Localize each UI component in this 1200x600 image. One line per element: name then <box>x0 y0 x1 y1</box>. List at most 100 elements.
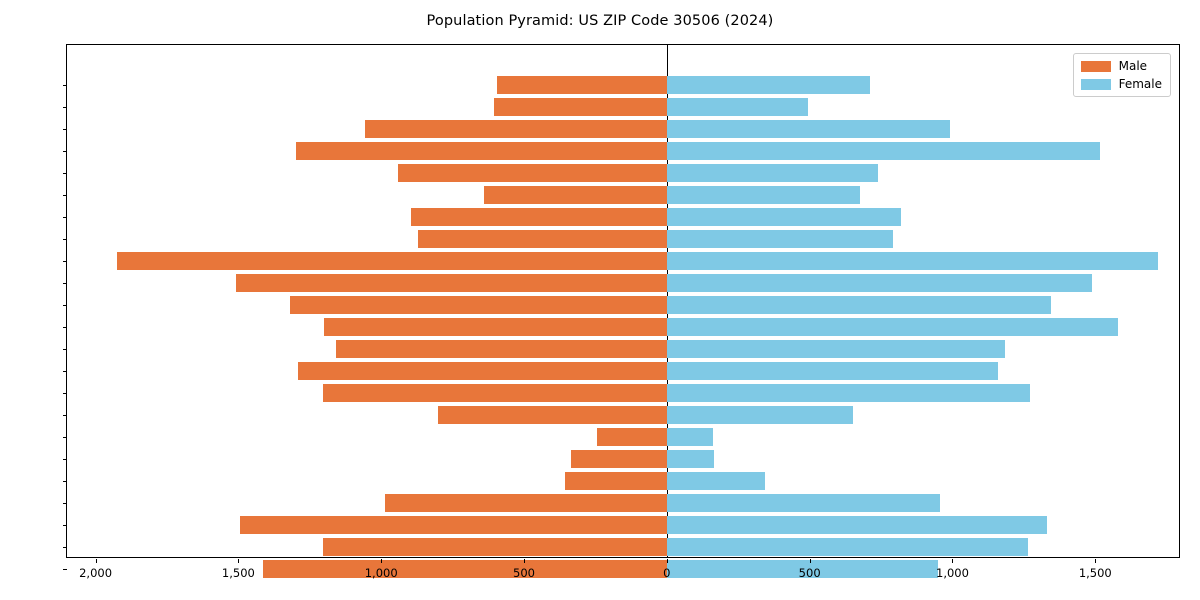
bar-male <box>494 97 667 116</box>
bar-female <box>666 97 809 116</box>
bar-male <box>298 361 667 380</box>
bar-female <box>666 405 853 424</box>
bar-female <box>666 317 1119 336</box>
x-axis-tick-mark <box>238 559 240 563</box>
bar-male <box>239 515 667 534</box>
y-axis-tick-mark <box>63 502 67 504</box>
x-axis-tick-label: 500 <box>798 566 821 580</box>
bar-male <box>324 317 667 336</box>
y-axis-tick-mark <box>63 150 67 152</box>
y-axis-tick-mark <box>63 84 67 86</box>
bar-row <box>67 206 1179 228</box>
y-axis-tick-mark <box>63 392 67 394</box>
bar-male <box>411 207 667 226</box>
x-axis-tick-label: 500 <box>513 566 535 580</box>
bar-male <box>335 339 667 358</box>
bar-row <box>67 492 1179 514</box>
bar-row <box>67 250 1179 272</box>
x-axis-tick-mark <box>524 559 526 563</box>
bar-row <box>67 558 1179 580</box>
bar-row <box>67 338 1179 360</box>
y-axis-tick-mark <box>63 282 67 284</box>
bar-female <box>666 185 860 204</box>
y-axis-tick-mark <box>63 216 67 218</box>
bar-row <box>67 448 1179 470</box>
bar-female <box>666 229 893 248</box>
bar-row <box>67 294 1179 316</box>
legend-label: Male <box>1118 59 1148 73</box>
bar-male <box>438 405 667 424</box>
bar-row <box>67 360 1179 382</box>
x-axis-tick-label: 1,500 <box>221 566 255 580</box>
bar-female <box>666 427 713 446</box>
bar-male <box>565 471 667 490</box>
y-axis-tick-mark <box>63 304 67 306</box>
bar-male <box>289 295 667 314</box>
y-axis-tick-mark <box>63 106 67 108</box>
chart-legend: Male Female <box>1072 53 1171 97</box>
bar-row <box>67 316 1179 338</box>
bar-female <box>666 361 999 380</box>
bar-row <box>67 426 1179 448</box>
bar-female <box>666 251 1159 270</box>
legend-entry: Male <box>1080 59 1162 73</box>
bar-male <box>322 537 667 556</box>
bar-row <box>67 514 1179 536</box>
bar-male <box>596 427 667 446</box>
plot-inner: 85+80-8475-7970-7467-6965-6662-6460-6155… <box>63 45 1179 580</box>
y-axis-tick-mark <box>63 172 67 174</box>
bar-male <box>322 383 667 402</box>
y-axis-tick-mark <box>63 436 67 438</box>
y-axis-tick-mark <box>63 348 67 350</box>
bar-female <box>666 537 1029 556</box>
bar-row <box>67 382 1179 404</box>
bar-female <box>666 493 940 512</box>
bar-female <box>666 75 870 94</box>
x-axis-tick-mark <box>666 559 668 563</box>
bar-male <box>295 141 667 160</box>
bar-female <box>666 163 879 182</box>
y-axis-tick-mark <box>63 370 67 372</box>
bar-female <box>666 383 1030 402</box>
bar-male <box>418 229 667 248</box>
y-axis-tick-mark <box>63 326 67 328</box>
y-axis-tick-mark <box>63 458 67 460</box>
bar-male <box>365 119 667 138</box>
bar-row <box>67 140 1179 162</box>
x-axis-tick-mark <box>952 559 954 563</box>
bar-female <box>666 471 766 490</box>
bar-female <box>666 119 950 138</box>
bar-male <box>116 251 667 270</box>
legend-swatch <box>1080 78 1111 90</box>
legend-swatch <box>1080 60 1111 72</box>
bar-male <box>262 559 667 578</box>
bar-male <box>484 185 667 204</box>
bar-female <box>666 295 1052 314</box>
bar-row <box>67 272 1179 294</box>
x-axis-tick-label: 0 <box>663 566 671 580</box>
bar-male <box>496 75 667 94</box>
bar-male <box>385 493 667 512</box>
x-axis-tick-label: 1,000 <box>936 566 969 580</box>
plot-area: 85+80-8475-7970-7467-6965-6662-6460-6155… <box>63 44 1180 580</box>
y-axis-tick-mark <box>63 524 67 526</box>
legend-label: Female <box>1118 77 1162 91</box>
bar-female <box>666 273 1093 292</box>
x-axis-tick-label: 2,000 <box>79 566 113 580</box>
bar-row <box>67 118 1179 140</box>
bar-row <box>67 162 1179 184</box>
bar-male <box>235 273 667 292</box>
bar-row <box>67 536 1179 558</box>
bar-female <box>666 449 714 468</box>
chart-title: Population Pyramid: US ZIP Code 30506 (2… <box>426 13 774 29</box>
bar-female <box>666 141 1100 160</box>
bar-row <box>67 184 1179 206</box>
bar-row <box>67 470 1179 492</box>
y-axis-tick-mark <box>63 546 67 548</box>
y-axis-tick-mark <box>63 194 67 196</box>
bar-male <box>398 163 667 182</box>
x-axis-tick-mark <box>95 559 97 563</box>
bar-female <box>666 559 939 578</box>
bar-female <box>666 207 902 226</box>
